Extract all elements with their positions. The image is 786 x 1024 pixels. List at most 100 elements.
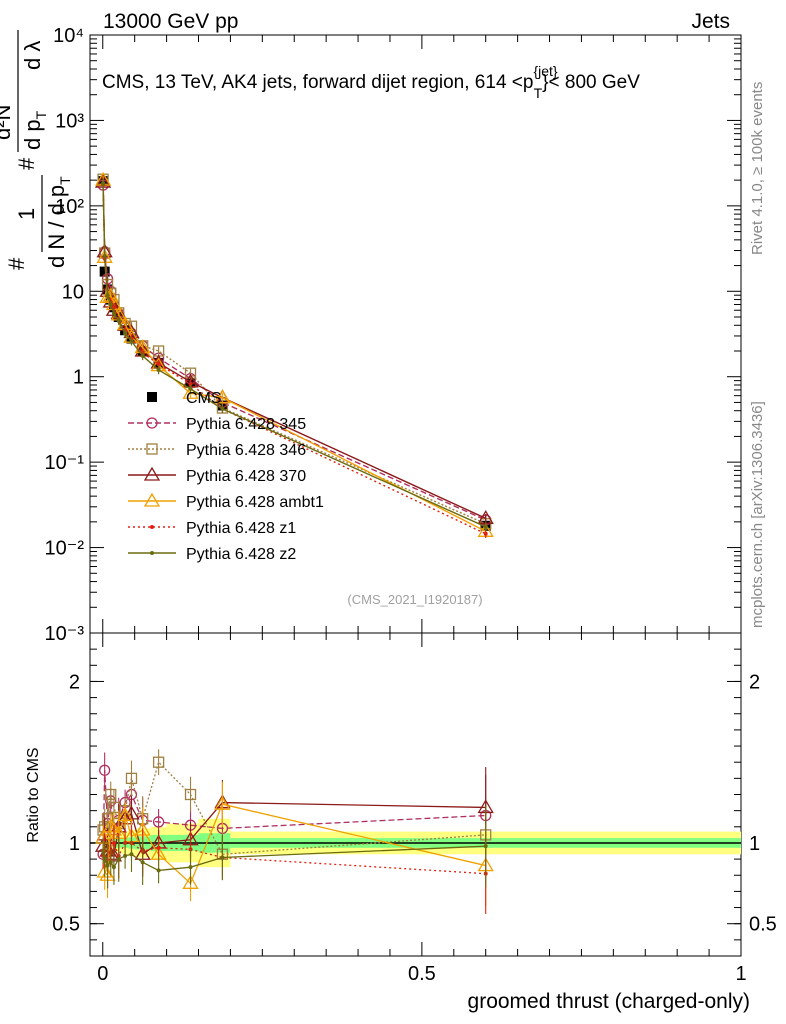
ratio-y-axis-label: Ratio to CMS [25,747,42,842]
ratio-y-tick-label: 2 [69,671,80,693]
ratio-y-tick-label-right: 2 [749,671,760,693]
main-y-axis-label: # 1 d N / d pT # d²N d pT d λ [0,30,73,270]
ratio-data-point [129,852,134,857]
ratio-data-point [96,863,113,878]
main-data-point [220,406,225,411]
ratio-data-point [102,857,107,862]
ratio-data-point [99,764,111,776]
ratio-data-point [156,845,161,850]
main-data-point [188,386,193,391]
svg-text:d²N: d²N [0,105,15,140]
ratio-data-point [108,860,113,865]
main-data-point [99,266,110,277]
ratio-y-tick-label: 1 [69,833,80,855]
title-sub: T [534,85,543,101]
ratio-y-tick-label-right: 1 [749,833,760,855]
ratio-data-point [105,863,110,868]
legend-entry: Pythia 6.428 z2 [186,546,296,563]
main-data-point [214,389,231,404]
svg-text:d λ: d λ [20,41,45,70]
ratio-panel-frame [89,632,742,957]
x-tick-label: 0 [97,963,108,985]
ratio-data-point [125,772,138,784]
ratio-data-point [184,788,197,801]
ratio-data-point [111,865,116,870]
legend-marker [143,492,161,507]
main-data-point [483,531,488,536]
ratio-data-point [116,857,121,862]
ratio-data-point [220,855,225,860]
main-y-tick-label: 10⁻² [45,538,85,560]
main-data-point [102,253,107,258]
legend-marker [146,443,158,455]
main-data-point [182,384,199,399]
analysis-watermark: (CMS_2021_I1920187) [347,592,482,607]
title-sup: {jet} [533,63,557,79]
main-data-point [116,318,121,323]
ratio-y-tick-label: 0.5 [52,914,80,936]
mcplots-label: mcplots.cern.ch [arXiv:1306.3436] [749,401,766,628]
main-y-tick-label: 10 [62,281,84,303]
main-data-point [108,302,113,307]
legend-entry: Pythia 6.428 z1 [186,520,296,537]
svg-text:#: # [14,157,39,170]
main-data-point [111,311,116,316]
ratio-data-point [101,813,114,825]
main-y-tick-label: 10² [55,196,84,218]
svg-text:#: # [4,257,29,270]
chart-marks: 10⁴ 10³ 10² 10 1 10⁻¹ 10⁻² 10⁻³ 0 0.5 1 0.5 0.5 1 1 2 2 C… [45,25,777,985]
ratio-data-point [156,868,161,873]
legend-entry: CMS [186,390,222,407]
chart-title: CMS, 13 TeV, AK4 jets, forward dijet reg… [102,63,640,101]
legend-marker [147,392,157,402]
main-data-point [156,362,161,367]
ratio-data-point [116,807,134,822]
main-y-tick-label: 10⁻¹ [45,452,85,474]
legend-entry: Pythia 6.428 346 [186,442,306,459]
legend-entry: Pythia 6.428 ambt1 [186,494,324,511]
rivet-label: Rivet 4.1.0, ≥ 100k events [749,82,766,255]
ratio-data-point [214,795,231,810]
ratio-data-point [152,816,165,828]
main-data-point [129,339,134,344]
main-y-tick-label: 1 [73,367,84,389]
x-tick-label: 0.5 [408,963,436,985]
ratio-y-tick-label-right: 0.5 [749,914,777,936]
legend-marker [143,466,161,481]
main-data-point [101,181,106,186]
ratio-data-point [101,849,106,854]
ratio-data-point [188,865,193,870]
legend-entry: Pythia 6.428 345 [186,416,306,433]
legend-entry: Pythia 6.428 370 [186,468,306,485]
main-data-point [111,305,116,310]
main-data-point [123,331,128,336]
category-label: Jets [691,10,730,33]
main-y-tick-label: 10⁴ [53,25,84,47]
main-data-point [156,367,161,372]
energy-label: 13000 GeV pp [103,10,238,33]
main-data-point [188,382,193,387]
ratio-data-point [483,844,488,849]
main-data-point [140,353,145,358]
main-y-tick-label: 10⁻³ [45,623,85,645]
svg-text:1: 1 [14,208,39,220]
legend-marker [146,417,158,429]
ratio-data-point [111,840,116,845]
svg-text:CMS, 13 TeV, AK4 jets, forward: CMS, 13 TeV, AK4 jets, forward dijet reg… [102,63,640,101]
ratio-data-point [123,853,128,858]
title-main: CMS, 13 TeV, AK4 jets, forward dijet reg… [102,72,533,93]
x-axis-label: groomed thrust (charged-only) [468,990,750,1013]
svg-text:d N / d pT: d N / d pT [44,176,73,268]
ratio-data-point [140,860,145,865]
title-tail: }< 800 GeV [542,72,640,93]
svg-text:d pT: d pT [20,110,49,150]
legend-marker [150,551,154,555]
main-y-tick-label: 10³ [55,110,84,132]
legend-marker [150,525,154,529]
x-tick-label: 1 [735,963,746,985]
main-panel-frame [89,34,742,634]
main-data-point [105,293,110,298]
main-data-point [483,524,488,529]
ratio-data-point [105,788,117,801]
